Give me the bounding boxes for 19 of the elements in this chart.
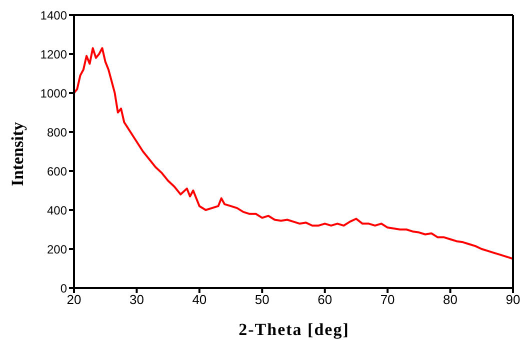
y-tick-label: 1200 [40, 47, 68, 62]
x-tick-label: 30 [129, 292, 144, 308]
x-tick-label: 70 [380, 292, 395, 308]
y-tick-label: 1000 [40, 86, 68, 100]
x-tick-label: 80 [443, 292, 458, 308]
y-tick-label: 600 [46, 164, 68, 178]
y-tick-label: 1400 [40, 8, 68, 22]
x-tick-label: 20 [66, 292, 82, 308]
y-tick-label: 200 [46, 242, 68, 256]
x-tick-label: 40 [192, 292, 207, 308]
y-tick-label: 400 [46, 203, 68, 218]
x-tick-label: 50 [254, 292, 270, 308]
y-axis-title: Intensity [8, 122, 28, 186]
x-tick-label: 60 [318, 292, 332, 308]
y-tick-label: 0 [60, 281, 68, 296]
x-axis-title: 2-Theta [deg] [238, 320, 350, 340]
line-series [74, 47, 513, 260]
y-tick-label: 800 [46, 125, 68, 140]
x-tick-label: 90 [506, 292, 520, 308]
